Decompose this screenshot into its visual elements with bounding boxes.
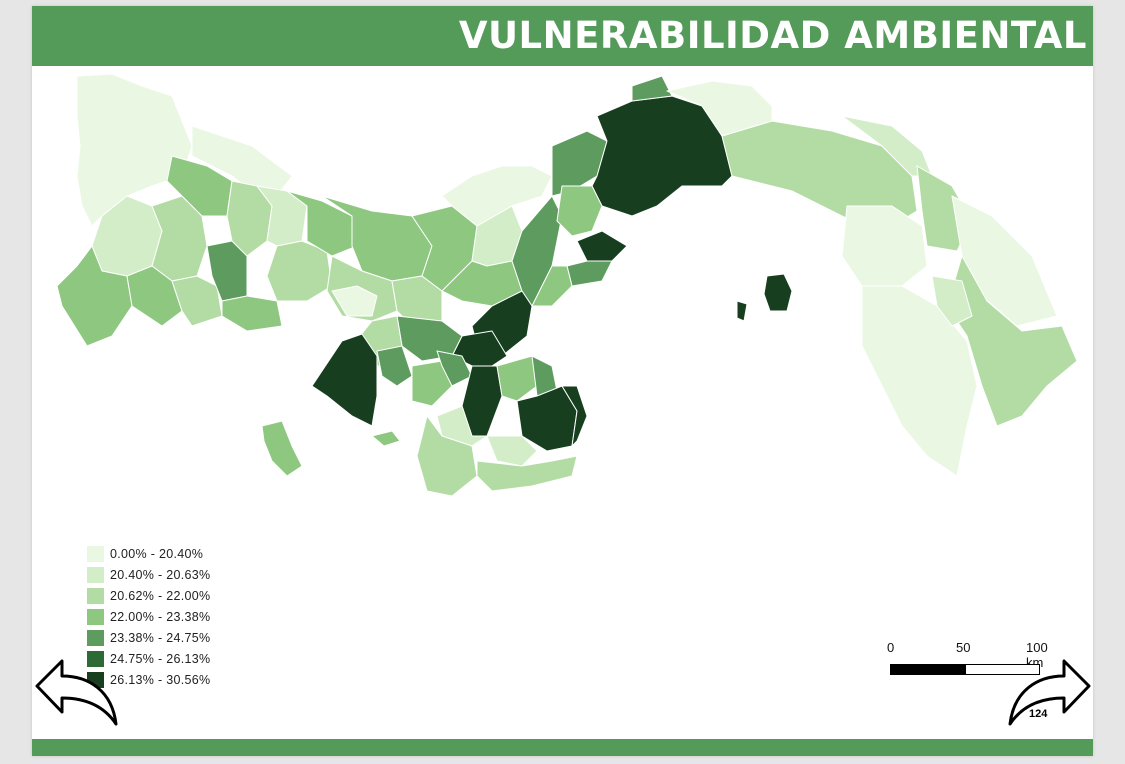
map-region [531,265,573,307]
map-region [166,155,233,217]
map-region [666,80,773,137]
map-region [371,430,401,447]
map-region [841,205,928,287]
legend-label: 22.00% - 23.38% [110,609,211,624]
map-region [56,245,133,347]
right-arrow-icon[interactable] [1006,656,1092,728]
map-region [496,355,538,402]
map-region [486,435,538,467]
scale-label-50: 50 [956,640,971,655]
legend-swatch [87,545,104,562]
map-region [261,420,303,477]
map-region [416,415,478,497]
legend-label: 0.00% - 20.40% [110,546,204,561]
left-arrow-icon[interactable] [34,656,120,728]
map-region [556,185,603,237]
map-region [311,333,378,427]
legend-label: 26.13% - 30.56% [110,672,211,687]
legend-label: 20.40% - 20.63% [110,567,211,582]
map-region [441,165,553,227]
map-region [476,455,578,492]
legend-label: 23.38% - 24.75% [110,630,211,645]
legend-swatch [87,587,104,604]
page-number: 124 [1029,708,1048,720]
map-region [266,240,333,302]
map-region [631,75,673,102]
legend-item: 20.40% - 20.63% [87,564,210,585]
map-region [376,345,413,387]
legend-swatch [87,566,104,583]
map-region [286,190,358,257]
page-title: VULNERABILIDAD AMBIENTAL [458,14,1087,57]
map-region [411,360,453,407]
map-region [331,285,378,317]
legend-item: 23.38% - 24.75% [87,627,210,648]
map-region [221,295,283,332]
map-region [736,300,748,322]
map-region [763,273,793,312]
panama-map [56,73,1078,497]
map-region [931,275,973,327]
scale-segment-black [890,664,966,675]
map-region [436,350,473,387]
legend-item: 0.00% - 20.40% [87,543,210,564]
legend-item: 22.00% - 23.38% [87,606,210,627]
map-region [591,95,733,217]
legend-swatch [87,629,104,646]
legend-label: 20.62% - 22.00% [110,588,211,603]
map-region [576,230,628,262]
map-region [946,255,1078,427]
scale-bar: 0 50 100 km [887,640,1050,680]
map-region [861,285,978,477]
legend-swatch [87,650,104,667]
scale-segment-white [965,664,1040,675]
map-region [76,73,193,227]
page: VULNERABILIDAD AMBIENTAL [32,6,1093,756]
legend-item: 20.62% - 22.00% [87,585,210,606]
map-region [566,260,613,287]
map-legend: 0.00% - 20.40% 20.40% - 20.63% 20.62% - … [87,543,210,690]
footer-bar [32,739,1093,756]
map-region [561,385,588,447]
scale-label-0: 0 [887,640,895,655]
legend-swatch [87,608,104,625]
legend-item: 24.75% - 26.13% [87,648,210,669]
legend-label: 24.75% - 26.13% [110,651,211,666]
title-bar: VULNERABILIDAD AMBIENTAL [32,6,1093,66]
